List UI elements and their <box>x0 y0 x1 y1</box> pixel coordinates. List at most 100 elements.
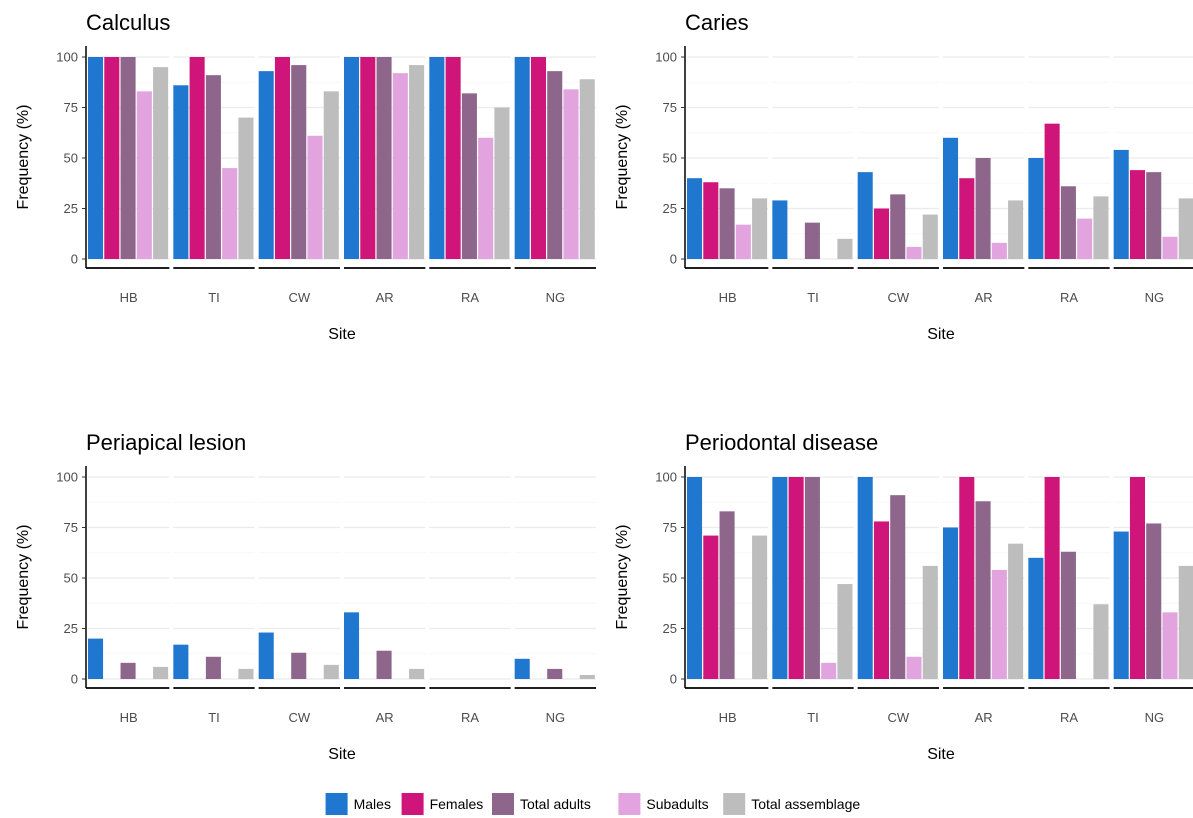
y-tick-label: 75 <box>64 100 78 115</box>
y-tick-label: 25 <box>64 621 78 636</box>
bar-males <box>514 57 530 259</box>
panel-caries: Caries 0 25 50 75 100 Frequency (%) HB TI CW AR RA N… <box>614 10 1193 343</box>
bar-females <box>530 57 546 259</box>
bar-males <box>514 658 530 679</box>
facet-hb: HB <box>86 638 170 725</box>
bar-total-adults <box>975 501 991 679</box>
panel-periapical-lesion: Periapical lesion 0 25 50 75 100 Frequency (%)… <box>15 430 596 763</box>
legend-label: Females <box>430 796 484 812</box>
x-tick-label: TI <box>807 290 819 305</box>
x-tick-label: CW <box>288 290 310 305</box>
bar-total-adults <box>1146 523 1162 679</box>
y-tick-label: 75 <box>663 100 677 115</box>
y-tick-label: 100 <box>56 470 78 485</box>
panel-title: Periapical lesion <box>86 430 246 455</box>
y-tick-label: 50 <box>64 571 78 586</box>
y-axis-label: Frequency (%) <box>15 105 32 210</box>
bar-total-adults <box>291 65 307 259</box>
bar-males <box>258 632 274 679</box>
bar-total-assemblage <box>922 214 938 259</box>
y-tick-label: 100 <box>655 50 677 65</box>
bar-subadults <box>906 656 922 679</box>
x-tick-label: CW <box>887 710 909 725</box>
x-tick-label: TI <box>208 710 220 725</box>
bar-males <box>1113 149 1129 259</box>
x-tick-label: RA <box>461 290 479 305</box>
bar-total-adults <box>205 75 221 260</box>
bar-subadults <box>307 135 323 259</box>
bar-subadults <box>1162 612 1178 679</box>
bar-total-adults <box>1060 551 1076 679</box>
bar-males <box>943 527 959 679</box>
panel-title: Periodontal disease <box>685 430 878 455</box>
bar-total-assemblage <box>323 664 339 679</box>
legend-item-subadults: Subadults <box>618 793 709 815</box>
bar-total-adults <box>547 71 563 259</box>
bar-males <box>943 137 959 259</box>
x-tick-label: RA <box>1060 290 1078 305</box>
facet-ng: NG <box>514 658 596 725</box>
x-tick-label: HB <box>120 710 138 725</box>
bar-total-assemblage <box>922 565 938 679</box>
bar-males <box>857 477 873 679</box>
y-tick-label: 25 <box>64 201 78 216</box>
bar-total-adults <box>890 194 906 259</box>
bar-females <box>873 521 889 679</box>
chart-legend: Males Females Total adults Subadults Total a… <box>325 793 860 815</box>
bar-females <box>1129 477 1145 679</box>
bar-subadults <box>735 224 751 259</box>
bar-females <box>788 477 804 679</box>
y-tick-label: 50 <box>663 571 677 586</box>
legend-label: Males <box>354 796 391 812</box>
bar-total-assemblage <box>494 107 510 259</box>
facet-ra: RA <box>429 57 511 305</box>
bar-total-adults <box>804 222 820 259</box>
bar-females <box>274 57 290 259</box>
x-tick-label: CW <box>887 290 909 305</box>
bar-total-assemblage <box>153 67 169 259</box>
bar-subadults <box>1077 218 1093 259</box>
bar-subadults <box>906 246 922 259</box>
facet-ar: AR <box>344 612 426 725</box>
y-axis-label: Frequency (%) <box>614 105 631 210</box>
bar-total-assemblage <box>238 117 254 259</box>
x-tick-label: TI <box>208 290 220 305</box>
bar-total-adults <box>120 57 136 259</box>
bar-females <box>445 57 461 259</box>
bar-males <box>1028 158 1044 259</box>
legend-swatch <box>401 793 424 815</box>
bar-subadults <box>821 662 837 679</box>
x-tick-label: HB <box>719 290 737 305</box>
y-tick-label: 75 <box>663 520 677 535</box>
legend-label: Subadults <box>646 796 708 812</box>
facet-ra: RA <box>1028 477 1110 725</box>
facet-ng: NG <box>1113 477 1193 725</box>
panel-title: Caries <box>685 10 749 35</box>
facet-ti: TI <box>772 200 854 305</box>
bar-total-assemblage <box>1008 200 1024 259</box>
bar-total-adults <box>376 57 392 259</box>
bar-total-adults <box>205 656 221 679</box>
x-tick-label: TI <box>807 710 819 725</box>
facet-ar: AR <box>943 137 1025 305</box>
gridlines <box>88 476 596 680</box>
bar-females <box>703 535 719 679</box>
y-axis-label: Frequency (%) <box>15 525 32 630</box>
bar-females <box>360 57 376 259</box>
bar-total-adults <box>1146 172 1162 259</box>
bar-total-assemblage <box>1178 565 1193 679</box>
facet-ti: TI <box>173 644 255 725</box>
x-tick-label: HB <box>120 290 138 305</box>
bar-total-adults <box>804 477 820 679</box>
x-tick-label: AR <box>975 290 993 305</box>
y-tick-label: 0 <box>670 252 677 267</box>
bar-total-assemblage <box>323 91 339 259</box>
bar-total-adults <box>719 511 735 679</box>
bar-males <box>88 638 104 679</box>
y-tick-label: 0 <box>71 672 78 687</box>
x-tick-label: CW <box>288 710 310 725</box>
x-axis-label: Site <box>927 746 955 763</box>
x-tick-label: RA <box>461 710 479 725</box>
x-axis-label: Site <box>328 326 356 343</box>
